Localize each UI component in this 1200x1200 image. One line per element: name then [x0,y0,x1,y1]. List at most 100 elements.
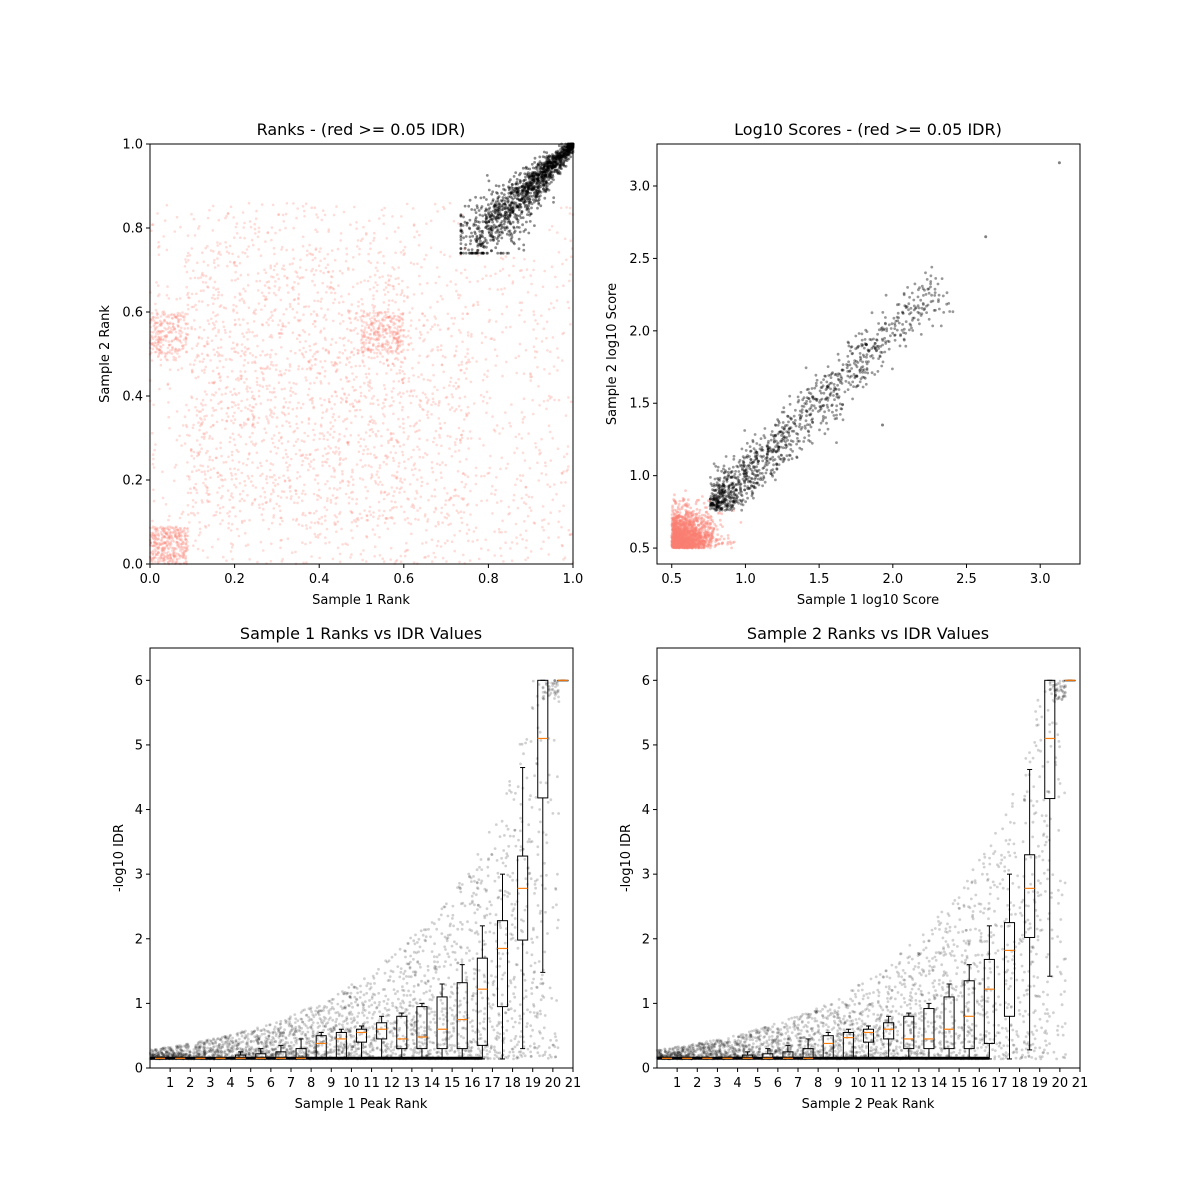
scatter-point [261,339,265,342]
scatter-point [175,438,179,442]
scatter-point [157,533,160,536]
scatter-point [509,192,513,196]
scatter-point [155,542,159,546]
scatter-point [521,537,524,541]
scatter-point [165,334,169,338]
scatter-point [178,527,182,530]
scatter-point [406,516,409,520]
scatter-point [330,337,334,341]
scatter-point [384,517,388,520]
scatter-point [179,549,182,553]
scatter-point [280,538,283,542]
scatter-point [199,531,202,534]
scatter-point [474,526,478,529]
scatter-point [393,490,396,493]
scatter-point [392,287,396,291]
scatter-point [393,314,397,318]
scatter-point [330,475,333,478]
scatter-point [304,514,307,517]
scatter-point [267,323,270,327]
scatter-point [290,551,294,554]
scatter-point [420,476,423,479]
scatter-point [367,355,371,359]
scatter-point [240,519,244,523]
scatter-point [322,271,325,275]
scatter-point [216,538,220,541]
scatter-point [402,299,406,303]
scatter-point [166,540,170,544]
scatter-point [198,450,202,454]
scatter-point [442,370,446,374]
scatter-point [487,212,491,216]
scatter-point [229,436,232,439]
scatter-point [400,378,404,381]
scatter-point [389,432,393,436]
scatter-point [414,517,417,521]
scatter-point [351,402,354,406]
scatter-point [394,300,397,304]
scatter-point [402,431,406,434]
scatter-point [181,542,184,545]
scatter-point [500,531,503,534]
scatter-point [400,486,403,489]
scatter-point [258,384,262,387]
scatter-point [230,474,234,477]
scatter-point [307,387,311,391]
scatter-point [376,313,380,317]
scatter-point [489,337,493,341]
scatter-point [474,482,478,486]
scatter-point [166,285,169,288]
scatter-point [279,546,282,550]
scatter-point [201,501,204,504]
scatter-point [463,485,467,489]
scatter-point [300,276,303,279]
scatter-point [474,211,478,215]
scatter-point [268,408,272,411]
scatter-point [246,474,250,478]
scatter-point [241,489,245,493]
scatter-point [319,382,323,385]
scatter-point [265,297,269,301]
scatter-point [361,351,365,354]
scatter-point [251,423,255,427]
scatter-point [303,440,306,444]
scatter-point [526,213,529,217]
scatter-point [392,506,396,509]
scatter-point [221,320,225,324]
scatter-point [466,312,469,316]
scatter-point [540,183,544,186]
scatter-point [293,501,296,505]
scatter-point [531,198,535,202]
scatter-point [398,401,402,405]
scatter-point [367,367,371,371]
scatter-point [467,528,471,532]
scatter-point [311,401,314,405]
scatter-point [333,291,337,295]
scatter-point [430,461,434,464]
scatter-point [270,226,274,229]
scatter-point [453,441,457,444]
scatter-point [561,155,565,159]
scatter-point [257,416,261,420]
scatter-point [287,291,290,294]
scatter-point [383,206,386,210]
scatter-point [218,359,222,363]
scatter-point [411,207,415,210]
scatter-point [391,362,395,366]
scatter-point [210,317,213,321]
scatter-point [514,522,518,526]
scatter-point [420,373,423,376]
scatter-point [153,525,157,529]
scatter-point [265,281,269,284]
scatter-point [246,347,249,351]
scatter-point [548,372,551,376]
scatter-point [561,544,564,548]
scatter-point [301,513,304,517]
scatter-point [362,448,366,452]
scatter-point [415,395,418,398]
scatter-point [561,332,564,336]
scatter-point [206,469,210,473]
scatter-point [355,518,358,521]
scatter-point [441,461,444,464]
scatter-point [368,317,372,321]
